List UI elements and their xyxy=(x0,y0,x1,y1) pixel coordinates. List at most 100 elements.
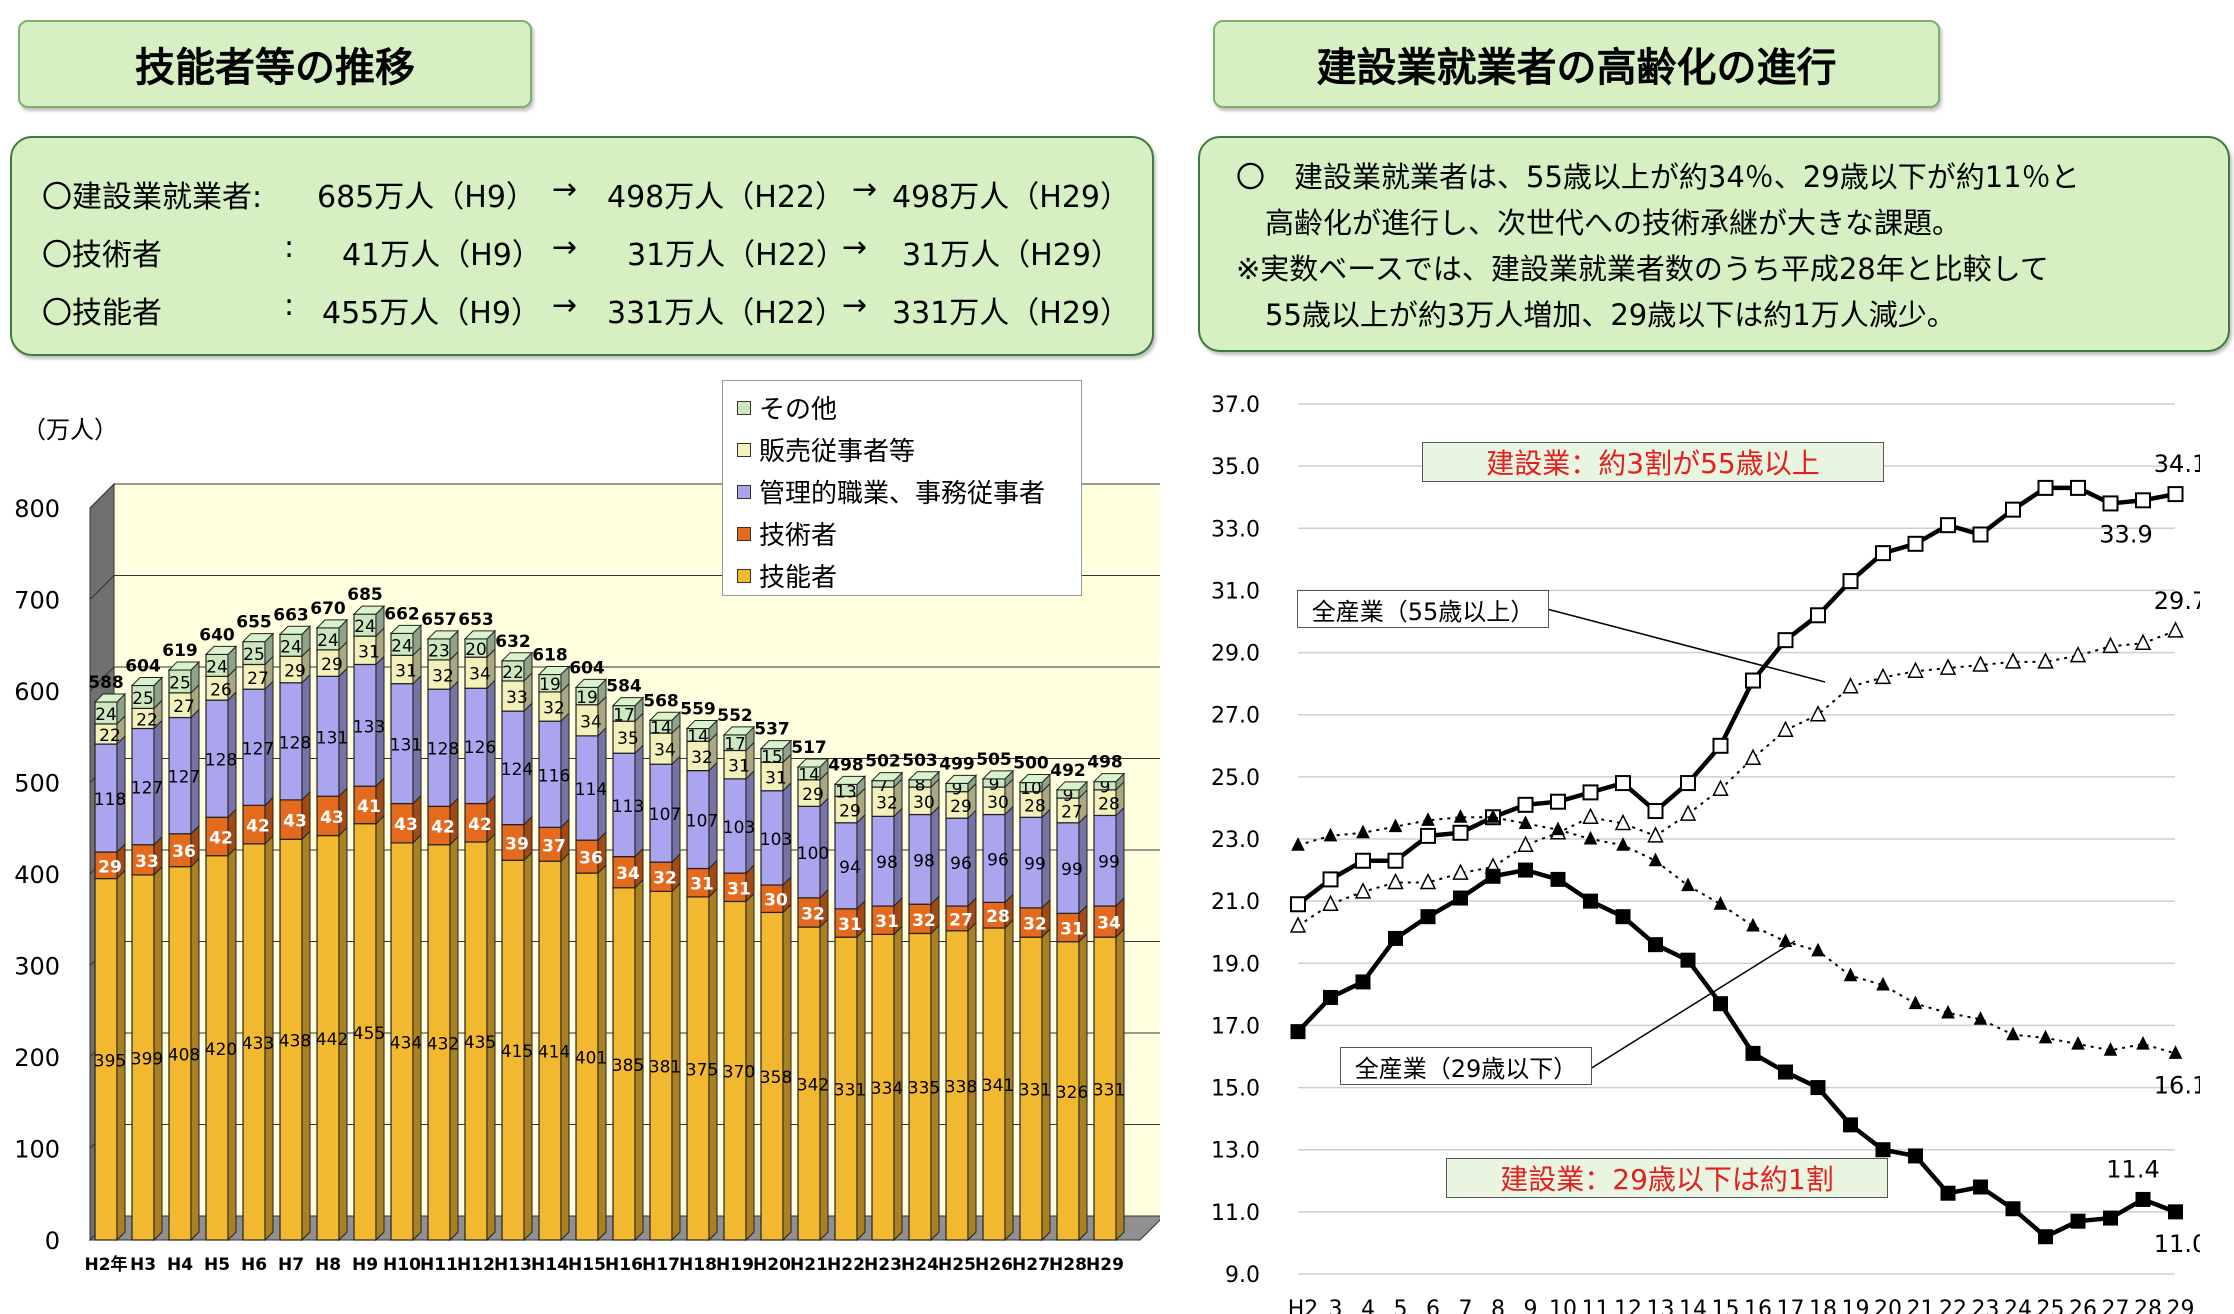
x-tick-label: H26 xyxy=(975,1255,1013,1275)
x-tick-label: 15 xyxy=(1712,1297,1740,1314)
data-point xyxy=(1713,896,1728,910)
arrow-glyph: → xyxy=(842,230,868,265)
bar-value-label: 27 xyxy=(949,910,973,930)
data-point xyxy=(1712,779,1729,797)
bar-value-label: 24 xyxy=(317,631,339,651)
bar-value-label: 107 xyxy=(649,805,681,825)
bar-top xyxy=(981,770,1015,780)
info-line: ※実数ベースでは、建設業就業者数のうち平成28年と比較して xyxy=(1236,252,2049,286)
data-point xyxy=(2006,1026,2020,1041)
data-point xyxy=(1648,852,1663,867)
data-point xyxy=(1680,952,1696,968)
y-tick-label: 27.0 xyxy=(1211,704,1260,729)
y-tick-label: 35.0 xyxy=(1211,455,1260,480)
data-point xyxy=(1355,974,1371,990)
bar-value-label: 96 xyxy=(987,850,1009,870)
data-point xyxy=(1876,976,1890,991)
bar-value-label: 24 xyxy=(280,637,302,657)
bar-value-label: 30 xyxy=(764,891,788,911)
x-tick-label: H27 xyxy=(1012,1255,1050,1275)
x-tick-label: H8 xyxy=(315,1255,341,1275)
data-point xyxy=(1647,803,1664,820)
bar-total-label: 653 xyxy=(458,610,494,630)
bar-value-label: 32 xyxy=(432,667,454,687)
y-tick-label: 700 xyxy=(14,587,60,615)
x-tick-label: 21 xyxy=(1907,1297,1935,1314)
y-tick-label: 9.0 xyxy=(1225,1263,1260,1288)
annotation-under29-construction: 建設業：29歳以下は約1割 xyxy=(1446,1158,1888,1198)
y-tick-label: 800 xyxy=(14,495,60,523)
bar-value-label: 98 xyxy=(913,851,935,871)
data-point xyxy=(1551,821,1565,836)
x-tick-label: 3 xyxy=(1329,1297,1343,1314)
x-tick-label: 25 xyxy=(2037,1297,2065,1314)
bar-value-label: 415 xyxy=(501,1042,533,1062)
bar-top xyxy=(1055,781,1089,791)
legend-label: 販売従事者等 xyxy=(759,437,916,467)
bar-total-label: 657 xyxy=(421,610,457,630)
x-tick-label: 16 xyxy=(1744,1297,1772,1314)
data-point xyxy=(1973,1011,1988,1025)
y-tick-label: 33.0 xyxy=(1211,517,1260,542)
arrow-glyph: → xyxy=(842,288,868,323)
x-tick-label: H12 xyxy=(457,1255,495,1275)
data-point xyxy=(2135,492,2151,509)
data-point xyxy=(1745,1045,1761,1061)
bar-value-label: 96 xyxy=(950,854,972,874)
bar-total-label: 552 xyxy=(717,706,753,726)
data-point xyxy=(2069,646,2087,663)
bar-value-label: 33 xyxy=(135,852,159,872)
bar-value-label: 32 xyxy=(912,911,936,931)
bar-total-label: 640 xyxy=(199,625,235,645)
data-point xyxy=(2103,1210,2118,1226)
data-point xyxy=(2070,1213,2086,1229)
annotation-all-industry-over55: 全産業（55歳以上） xyxy=(1297,590,1549,628)
info-value: 31万人（H29） xyxy=(902,238,1121,273)
data-point xyxy=(1875,545,1891,562)
data-point xyxy=(2168,1204,2183,1220)
data-point xyxy=(1388,818,1403,833)
x-tick-label: H17 xyxy=(642,1255,680,1275)
bar-value-label: 42 xyxy=(246,817,270,837)
data-point xyxy=(1745,672,1761,689)
bar-value-label: 341 xyxy=(982,1076,1014,1096)
bar-value-label: 28 xyxy=(1098,795,1120,815)
data-point xyxy=(1453,890,1468,906)
bar-value-label: 358 xyxy=(760,1068,792,1088)
bar-value-label: 43 xyxy=(320,808,344,828)
data-point xyxy=(1713,996,1728,1012)
data-point xyxy=(1322,894,1339,911)
data-point xyxy=(1289,916,1307,933)
data-label: 16.1 xyxy=(2154,1071,2200,1099)
bar-value-label: 29 xyxy=(950,797,972,817)
y-tick-label: 17.0 xyxy=(1211,1014,1260,1039)
x-tick-label: H29 xyxy=(1086,1255,1124,1275)
y-tick-label: 21.0 xyxy=(1211,890,1260,915)
bar-value-label: 133 xyxy=(353,717,385,737)
chart-legend: その他 販売従事者等 管理的職業、事務従事者 技術者 技能者 xyxy=(722,380,1082,596)
x-tick-label: 12 xyxy=(1614,1297,1642,1314)
x-tick-label: 17 xyxy=(1777,1297,1805,1314)
y-tick-label: 100 xyxy=(14,1136,60,1164)
bar-value-label: 408 xyxy=(168,1045,200,1065)
y-tick-label: 400 xyxy=(14,861,60,889)
bar-top xyxy=(796,758,830,768)
bar-top xyxy=(167,661,201,671)
data-point xyxy=(1648,937,1663,953)
bar-top xyxy=(500,652,534,662)
bar-total-label: 604 xyxy=(569,658,605,678)
data-point xyxy=(1615,775,1631,792)
info-label: 〇建設業就業者: xyxy=(42,180,263,215)
legend-swatch xyxy=(737,442,751,457)
bar-value-label: 24 xyxy=(354,617,376,637)
y-tick-label: 200 xyxy=(14,1044,60,1072)
bar-value-label: 381 xyxy=(649,1058,681,1078)
data-point xyxy=(1452,863,1469,880)
bar-total-label: 670 xyxy=(310,599,346,619)
bar-value-label: 14 xyxy=(650,719,672,739)
x-tick-label: H23 xyxy=(864,1255,902,1275)
data-point xyxy=(1615,909,1631,925)
bar-value-label: 98 xyxy=(876,853,898,873)
arrow-glyph: → xyxy=(552,230,578,265)
data-point xyxy=(1583,830,1598,845)
